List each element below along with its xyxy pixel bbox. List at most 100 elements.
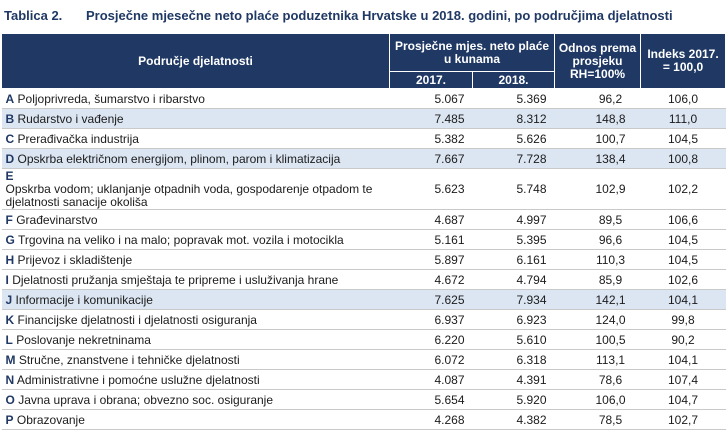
value-2017: 4.087	[389, 369, 473, 390]
area-name: Djelatnosti pružanja smještaja te pripre…	[12, 272, 339, 287]
area-name: Opskrba vodom; uklanjanje otpadnih voda,…	[5, 182, 373, 209]
area-letter: L	[5, 332, 13, 347]
ratio-value: 142,1	[554, 289, 641, 310]
ratio-value: 78,6	[554, 369, 641, 390]
area-cell: F Građevinarstvo	[1, 209, 390, 230]
ratio-value: 96,2	[554, 88, 641, 109]
area-letter: E	[5, 169, 14, 183]
area-cell: J Informacije i komunikacije	[1, 289, 390, 310]
area-cell: C Prerađivačka industrija	[1, 128, 390, 149]
ratio-value: 100,7	[554, 128, 641, 149]
area-cell: E Opskrba vodom; uklanjanje otpadnih vod…	[1, 168, 390, 210]
value-2018: 5.395	[472, 229, 555, 250]
value-2017: 6.072	[389, 349, 473, 370]
area-cell: H Prijevoz i skladištenje	[1, 249, 390, 270]
area-letter: H	[5, 252, 15, 267]
value-2017: 5.623	[389, 168, 473, 210]
index-value: 106,0	[640, 88, 726, 109]
ratio-value: 78,5	[554, 409, 641, 430]
area-cell: O Javna uprava i obrana; obvezno soc. os…	[1, 389, 390, 410]
table-row: M Stručne, znanstvene i tehničke djelatn…	[1, 349, 726, 370]
index-value: 104,1	[640, 349, 726, 370]
value-2017: 5.382	[389, 128, 473, 149]
area-letter: I	[5, 272, 9, 287]
value-2017: 5.897	[389, 249, 473, 270]
ratio-value: 96,6	[554, 229, 641, 250]
value-2018: 4.391	[472, 369, 555, 390]
value-2017: 7.625	[389, 289, 473, 310]
area-name: Poslovanje nekretninama	[16, 332, 151, 347]
area-letter: J	[5, 292, 13, 307]
area-cell: G Trgovina na veliko i na malo; popravak…	[1, 229, 390, 250]
area-name: Rudarstvo i vađenje	[17, 111, 124, 126]
value-2018: 6.318	[472, 349, 555, 370]
value-2017: 6.937	[389, 309, 473, 330]
value-2017: 5.161	[389, 229, 473, 250]
area-cell: N Administrativne i pomoćne uslužne djel…	[1, 369, 390, 390]
table-row: N Administrativne i pomoćne uslužne djel…	[1, 369, 726, 390]
index-value: 90,2	[640, 329, 726, 350]
value-2017: 4.268	[389, 409, 473, 430]
ratio-value: 148,8	[554, 108, 641, 129]
area-letter: D	[5, 151, 15, 166]
area-name: Trgovina na veliko i na malo; popravak m…	[17, 232, 344, 247]
header-avg-salary: Prosječne mjes. neto plaće u kunama	[388, 33, 556, 72]
header-ratio: Odnos prema prosjeku RH=100%	[554, 33, 642, 89]
value-2018: 5.626	[472, 128, 555, 149]
ratio-value: 113,1	[554, 349, 641, 370]
ratio-value: 138,4	[554, 148, 641, 169]
index-value: 102,2	[640, 168, 726, 210]
value-2017: 6.220	[389, 329, 473, 350]
table-body: A Poljoprivreda, šumarstvo i ribarstvo 5.…	[1, 88, 726, 430]
value-2018: 5.610	[472, 329, 555, 350]
index-value: 104,7	[640, 389, 726, 410]
index-value: 104,5	[640, 128, 726, 149]
table-row: C Prerađivačka industrija 5.382 5.626 100,7…	[1, 128, 726, 149]
area-name: Poljoprivreda, šumarstvo i ribarstvo	[17, 91, 205, 106]
table-row: P Obrazovanje 4.268 4.382 78,5 102,7	[1, 409, 726, 430]
value-2017: 4.672	[389, 269, 473, 290]
ratio-value: 89,5	[554, 209, 641, 230]
ratio-value: 110,3	[554, 249, 641, 270]
value-2017: 5.654	[389, 389, 473, 410]
table-row: J Informacije i komunikacije 7.625 7.934 14…	[1, 289, 726, 310]
area-name: Javna uprava i obrana; obvezno soc. osig…	[18, 392, 274, 407]
table-title: Prosječne mjesečne neto plaće poduzetnik…	[86, 8, 673, 23]
area-cell: L Poslovanje nekretninama	[1, 329, 390, 350]
area-letter: B	[5, 111, 15, 126]
table-caption: Tablica 2. Prosječne mjesečne neto plaće …	[4, 8, 673, 23]
ratio-value: 102,9	[554, 168, 641, 210]
area-cell: B Rudarstvo i vađenje	[1, 108, 390, 129]
area-cell: M Stručne, znanstvene i tehničke djelatn…	[1, 349, 390, 370]
index-value: 111,0	[640, 108, 726, 129]
area-letter: F	[5, 212, 13, 227]
value-2018: 5.369	[472, 88, 555, 109]
value-2017: 4.687	[389, 209, 473, 230]
index-value: 104,5	[640, 229, 726, 250]
value-2018: 8.312	[472, 108, 555, 129]
index-value: 106,6	[640, 209, 726, 230]
table-row: B Rudarstvo i vađenje 7.485 8.312 148,8 111,…	[1, 108, 726, 129]
table-row: K Financijske djelatnosti i djelatnosti …	[1, 309, 726, 330]
area-name: Informacije i komunikacije	[15, 292, 153, 307]
area-name: Financijske djelatnosti i djelatnosti os…	[17, 312, 257, 327]
area-name: Opskrba električnom energijom, plinom, p…	[17, 151, 341, 166]
value-2018: 4.997	[472, 209, 555, 230]
area-letter: M	[5, 352, 16, 367]
area-letter: C	[5, 131, 15, 146]
index-value: 99,8	[640, 309, 726, 330]
table-row: E Opskrba vodom; uklanjanje otpadnih vod…	[1, 168, 726, 210]
area-cell: D Opskrba električnom energijom, plinom,…	[1, 148, 390, 169]
value-2018: 5.920	[472, 389, 555, 410]
area-cell: K Financijske djelatnosti i djelatnosti …	[1, 309, 390, 330]
ratio-value: 100,5	[554, 329, 641, 350]
value-2017: 7.667	[389, 148, 473, 169]
header-year-2018: 2018.	[471, 71, 556, 89]
value-2017: 5.067	[389, 88, 473, 109]
index-value: 102,6	[640, 269, 726, 290]
table-row: G Trgovina na veliko i na malo; popravak…	[1, 229, 726, 250]
table-number: Tablica 2.	[4, 8, 63, 23]
ratio-value: 124,0	[554, 309, 641, 330]
index-value: 107,4	[640, 369, 726, 390]
table-row: F Građevinarstvo 4.687 4.997 89,5 106,6	[1, 209, 726, 230]
